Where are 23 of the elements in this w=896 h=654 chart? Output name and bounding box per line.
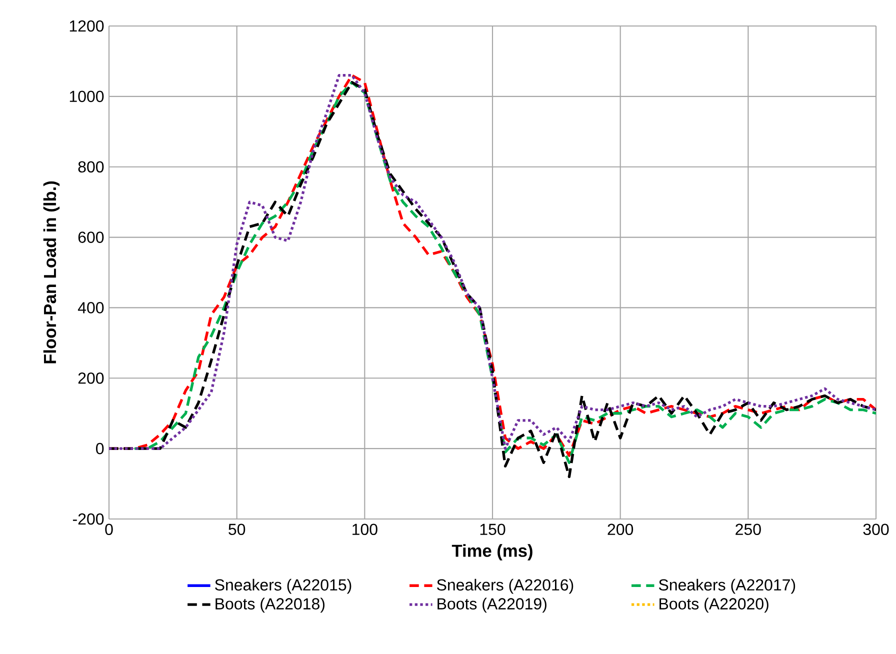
legend-label: Boots (A22019) bbox=[438, 598, 546, 613]
y-tick-label: 200 bbox=[78, 372, 104, 384]
y-tick-label: 800 bbox=[78, 161, 104, 173]
y-tick-label: 600 bbox=[78, 232, 104, 243]
legend-label: Boots (A22020) bbox=[660, 598, 768, 613]
x-axis-title: Time (ms) bbox=[452, 544, 532, 560]
x-tick-label: 0 bbox=[105, 524, 113, 536]
x-tick-label: 250 bbox=[736, 524, 761, 536]
x-tick-label: 100 bbox=[352, 524, 378, 536]
y-tick-label: 1200 bbox=[70, 20, 104, 32]
y-axis-title: Floor-Pan Load in (lb.) bbox=[43, 181, 60, 364]
y-tick-label: -200 bbox=[72, 513, 104, 525]
legend-label: Sneakers (A22017) bbox=[658, 578, 796, 594]
x-tick-label: 200 bbox=[608, 524, 634, 536]
y-tick-label: 400 bbox=[78, 302, 104, 314]
x-tick-label: 150 bbox=[480, 524, 506, 536]
legend-label: Sneakers (A22016) bbox=[437, 578, 574, 594]
legend-label: Boots (A22018) bbox=[216, 598, 324, 613]
x-tick-label: 300 bbox=[863, 524, 889, 536]
legend-label: Sneakers (A22015) bbox=[215, 578, 352, 594]
x-tick-label: 50 bbox=[228, 524, 246, 536]
y-tick-label: 0 bbox=[96, 442, 104, 454]
y-tick-label: 1000 bbox=[70, 90, 104, 102]
